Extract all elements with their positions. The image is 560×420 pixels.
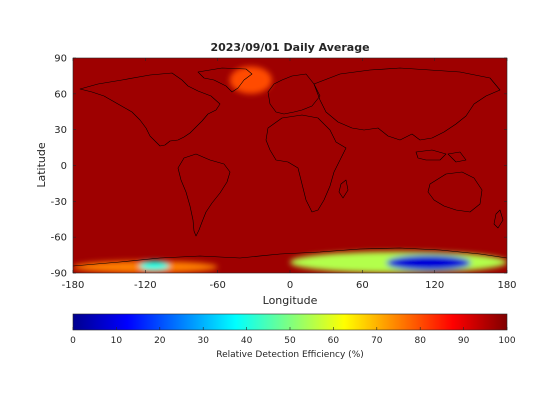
heat-region <box>386 255 471 271</box>
colorbar-tick-label: 40 <box>241 336 253 346</box>
colorbar-tick-label: 90 <box>458 336 470 346</box>
heat-region <box>139 261 170 271</box>
x-axis-label: Longitude <box>263 294 318 307</box>
colorbar-tick-label: 60 <box>328 336 340 346</box>
x-axis-ticks: -180 -120 -60 0 60 120 180 <box>62 58 517 291</box>
y-tick-label: 30 <box>54 125 67 136</box>
colorbar-tick-label: 0 <box>70 336 76 346</box>
colorbar-label: Relative Detection Efficiency (%) <box>216 350 364 360</box>
x-tick-label: 120 <box>425 280 444 291</box>
colorbar-ticks: 0 10 20 30 40 50 60 70 80 90 100 <box>70 327 516 346</box>
y-tick-label: 0 <box>61 161 67 172</box>
x-tick-label: -180 <box>62 280 85 291</box>
x-tick-label: 180 <box>497 280 516 291</box>
colorbar-tick-label: 80 <box>414 336 426 346</box>
x-tick-label: 0 <box>287 280 293 291</box>
y-tick-label: -90 <box>51 269 67 280</box>
y-tick-label: -30 <box>51 197 67 208</box>
coastlines <box>73 67 507 267</box>
y-tick-label: -60 <box>51 233 67 244</box>
colorbar-tick-label: 50 <box>284 336 296 346</box>
heatmap-plot-area <box>73 58 507 273</box>
colorbar-tick-label: 100 <box>498 336 515 346</box>
colorbar-tick-label: 10 <box>111 336 123 346</box>
y-axis-label: Latitude <box>35 142 48 188</box>
x-tick-label: 60 <box>356 280 369 291</box>
colorbar-tick-label: 20 <box>154 336 166 346</box>
y-tick-label: 60 <box>54 89 67 100</box>
y-axis-ticks: 90 60 30 0 -30 -60 -90 <box>51 54 507 280</box>
x-tick-label: -60 <box>209 280 225 291</box>
colorbar-tick-label: 30 <box>197 336 209 346</box>
colorbar-tick-label: 70 <box>371 336 383 346</box>
y-tick-label: 90 <box>54 54 67 65</box>
x-tick-label: -120 <box>134 280 157 291</box>
chart-title: 2023/09/01 Daily Average <box>210 41 369 54</box>
heatmap-background <box>73 58 507 273</box>
heat-region <box>229 66 272 94</box>
